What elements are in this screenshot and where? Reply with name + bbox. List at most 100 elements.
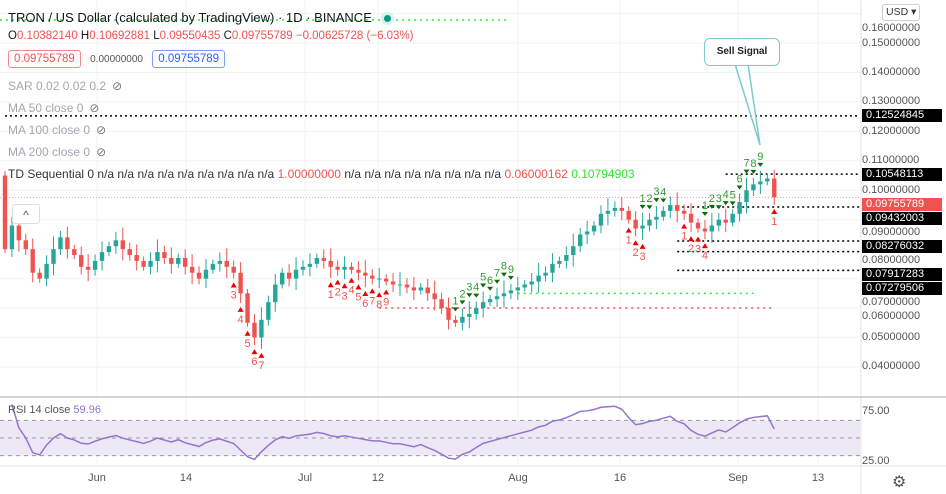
- time-label: 12: [371, 472, 385, 484]
- settings-gear-icon[interactable]: ⚙: [892, 474, 907, 491]
- td-buy-count: 3: [231, 290, 237, 302]
- td-buy-count: 1: [328, 289, 334, 301]
- candle-body: [557, 260, 562, 264]
- td-sell-count: 7: [743, 158, 749, 170]
- td-sell-count: 2: [646, 193, 652, 205]
- td-sell-arrow: [494, 279, 501, 284]
- candle-body: [155, 252, 160, 261]
- candle-body: [480, 302, 486, 309]
- td-sell-arrow: [459, 300, 466, 305]
- td-sell-count: 8: [501, 261, 507, 273]
- time-label: Jul: [297, 472, 313, 484]
- candle-body: [356, 269, 361, 273]
- candle-body: [571, 246, 576, 256]
- candle-body: [321, 257, 326, 261]
- td-sell-arrow: [452, 307, 459, 312]
- indicator-td-sequential[interactable]: TD Sequential 0 n/a n/a n/a n/a n/a n/a …: [8, 167, 648, 182]
- candle-body: [550, 263, 555, 273]
- candle-body: [460, 316, 465, 323]
- td-sell-arrow: [722, 201, 729, 206]
- candle-body: [293, 269, 299, 279]
- candle-body: [411, 287, 417, 291]
- candle-body: [605, 210, 611, 214]
- td-buy-arrow: [771, 209, 778, 215]
- td-label: TD Sequential 0: [8, 167, 95, 181]
- td-buy-arrow: [251, 349, 258, 355]
- td-buy-arrow: [369, 288, 376, 294]
- td-buy-count: 6: [362, 298, 368, 310]
- td-buy-arrow: [348, 277, 355, 283]
- candle-body: [383, 278, 389, 282]
- indicator-ma50[interactable]: MA 50 close 0 ⊘: [8, 101, 99, 115]
- candle-body: [217, 260, 223, 264]
- sell-signal-callout[interactable]: Sell Signal: [704, 38, 780, 66]
- candle-body: [363, 272, 368, 276]
- candle-body: [65, 237, 70, 250]
- candle-body: [120, 240, 126, 250]
- td-buy-arrow: [230, 282, 237, 288]
- td-sell-arrow: [743, 169, 750, 174]
- td-values: n/a n/a n/a n/a n/a n/a n/a n/a: [344, 167, 502, 181]
- candle-body: [675, 204, 680, 211]
- low-label: L: [153, 30, 160, 42]
- candle-body: [744, 190, 749, 203]
- td-sell-arrow: [757, 162, 764, 167]
- candle-body: [224, 260, 229, 267]
- candle-body: [231, 266, 236, 273]
- candle-body: [418, 287, 423, 291]
- candle-body: [113, 240, 119, 247]
- td-buy-arrow: [327, 282, 334, 288]
- eye-off-icon[interactable]: ⊘: [96, 145, 107, 159]
- td-sell-arrow: [639, 204, 646, 209]
- symbol-title[interactable]: TRON / US Dollar (calculated by TradingV…: [8, 10, 391, 25]
- indicator-label: MA 200 close 0: [8, 145, 91, 159]
- currency-label: USD: [886, 6, 909, 18]
- candle-body: [141, 260, 146, 267]
- candle-body: [328, 260, 333, 267]
- candle-body: [598, 213, 604, 226]
- td-sell-count: 2: [459, 288, 465, 300]
- td-buy-count: 2: [688, 243, 694, 255]
- td-sell-arrow: [660, 198, 667, 203]
- candle-body: [522, 284, 527, 288]
- price-axis-label: 0.11000000: [862, 154, 920, 167]
- candle-body: [189, 266, 195, 273]
- candle-body: [300, 266, 306, 270]
- td-sell-arrow: [729, 201, 736, 206]
- candle-body: [397, 284, 403, 286]
- td-buy-count: 1: [771, 216, 777, 228]
- candle-body: [508, 290, 514, 294]
- buy-price-button[interactable]: 0.09755789: [152, 50, 226, 68]
- indicator-ma200[interactable]: MA 200 close 0 ⊘: [8, 145, 106, 159]
- candle-body: [390, 281, 396, 285]
- change-value: −0.00625728 (−6.03%): [295, 30, 414, 42]
- indicator-ma100[interactable]: MA 100 close 0 ⊘: [8, 123, 106, 137]
- sell-price-button[interactable]: 0.09755789: [8, 50, 81, 68]
- indicator-sar[interactable]: SAR 0.02 0.02 0.2 ⊘: [8, 79, 122, 93]
- td-sell-arrow: [653, 198, 660, 203]
- td-sell-count: 3: [466, 281, 472, 293]
- candle-body: [633, 219, 638, 229]
- level-price-tag: 0.08276032: [862, 239, 942, 253]
- td-buy-count: 5: [244, 338, 250, 350]
- candle-body: [370, 275, 375, 279]
- time-label: Jun: [88, 472, 106, 484]
- eye-off-icon[interactable]: ⊘: [96, 123, 107, 137]
- td-sell-count: 1: [702, 200, 708, 212]
- currency-select[interactable]: USD ▾: [882, 4, 921, 21]
- td-sell-count: 4: [473, 282, 479, 294]
- candle-body: [647, 219, 652, 226]
- td-buy-count: 4: [238, 314, 244, 326]
- candle-body: [709, 225, 715, 232]
- td-sell-arrow: [701, 211, 708, 216]
- time-label: Sep: [728, 472, 748, 484]
- td-buy-arrow: [334, 279, 341, 285]
- td-buy-arrow: [639, 243, 646, 249]
- candle-body: [169, 257, 174, 264]
- rsi-legend: RSI 14 close 59.96: [8, 404, 101, 416]
- collapse-legend-button[interactable]: ^: [12, 204, 40, 224]
- eye-off-icon[interactable]: ⊘: [112, 79, 123, 93]
- td-buy-count: 3: [695, 244, 701, 256]
- eye-off-icon[interactable]: ⊘: [89, 101, 100, 115]
